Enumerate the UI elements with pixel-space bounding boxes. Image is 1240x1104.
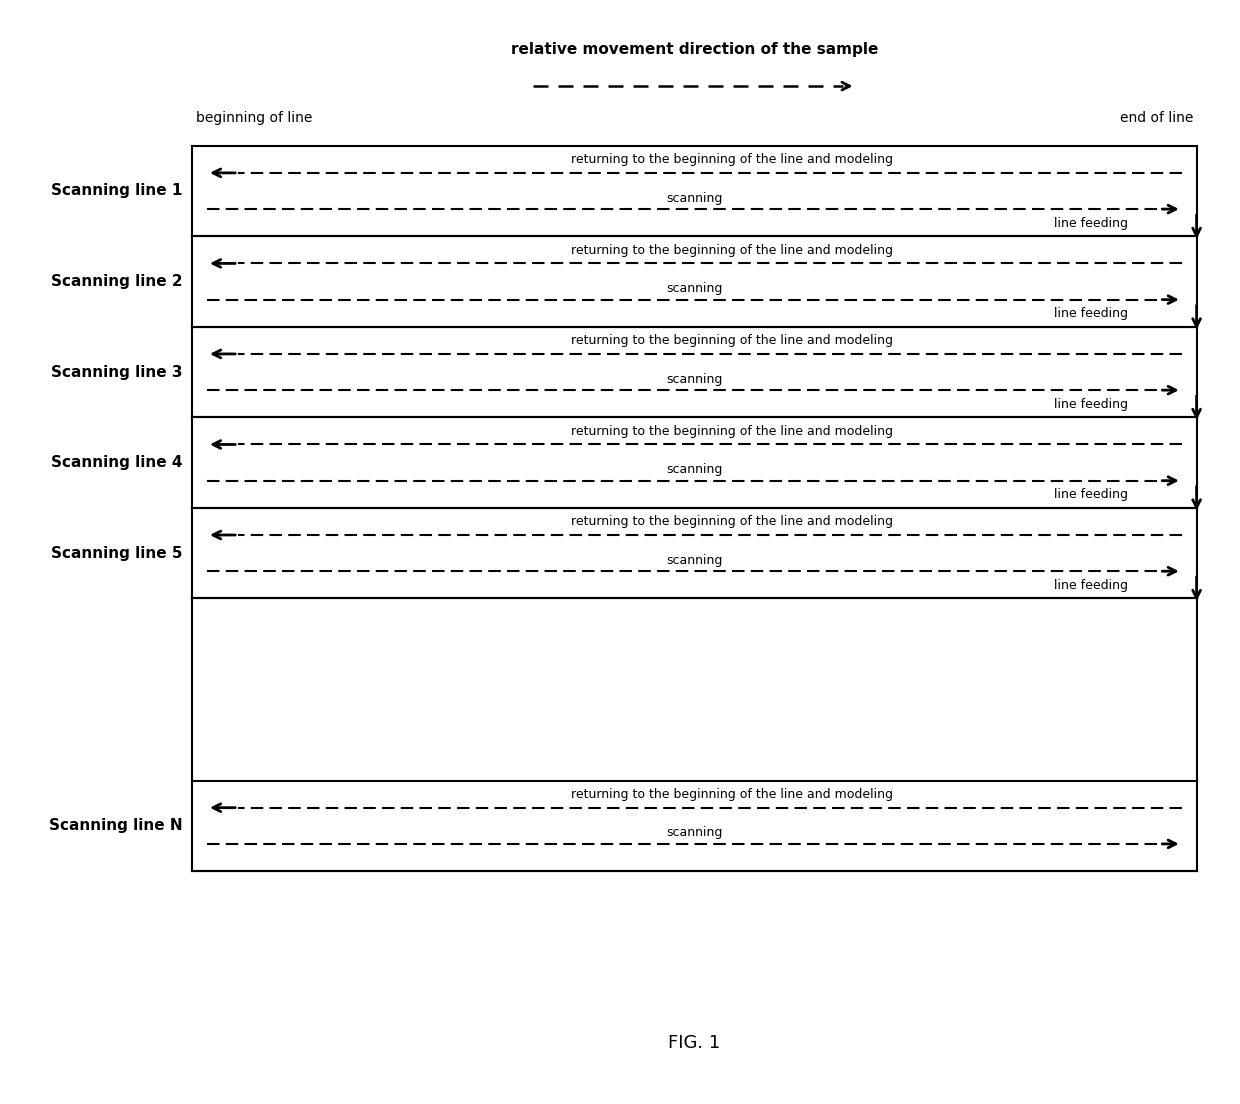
- Text: scanning: scanning: [666, 827, 723, 839]
- Text: FIG. 1: FIG. 1: [668, 1034, 720, 1052]
- Text: line feeding: line feeding: [1054, 488, 1128, 501]
- Text: beginning of line: beginning of line: [196, 112, 312, 125]
- Text: Scanning line 4: Scanning line 4: [51, 455, 182, 470]
- Text: Scanning line 2: Scanning line 2: [51, 274, 182, 289]
- Text: relative movement direction of the sample: relative movement direction of the sampl…: [511, 42, 878, 57]
- Text: line feeding: line feeding: [1054, 216, 1128, 230]
- Text: scanning: scanning: [666, 464, 723, 476]
- Text: scanning: scanning: [666, 283, 723, 295]
- Text: line feeding: line feeding: [1054, 578, 1128, 592]
- Text: scanning: scanning: [666, 192, 723, 204]
- Text: returning to the beginning of the line and modeling: returning to the beginning of the line a…: [570, 153, 893, 167]
- Text: Scanning line 1: Scanning line 1: [51, 183, 182, 199]
- Text: returning to the beginning of the line and modeling: returning to the beginning of the line a…: [570, 244, 893, 257]
- Text: returning to the beginning of the line and modeling: returning to the beginning of the line a…: [570, 335, 893, 348]
- Text: Scanning line 3: Scanning line 3: [51, 364, 182, 380]
- Text: Scanning line 5: Scanning line 5: [51, 545, 182, 561]
- Text: scanning: scanning: [666, 373, 723, 385]
- Text: end of line: end of line: [1120, 112, 1193, 125]
- Text: returning to the beginning of the line and modeling: returning to the beginning of the line a…: [570, 516, 893, 529]
- Text: line feeding: line feeding: [1054, 397, 1128, 411]
- Text: returning to the beginning of the line and modeling: returning to the beginning of the line a…: [570, 788, 893, 802]
- Text: line feeding: line feeding: [1054, 307, 1128, 320]
- Text: returning to the beginning of the line and modeling: returning to the beginning of the line a…: [570, 425, 893, 438]
- Text: Scanning line N: Scanning line N: [48, 818, 182, 834]
- Text: scanning: scanning: [666, 554, 723, 566]
